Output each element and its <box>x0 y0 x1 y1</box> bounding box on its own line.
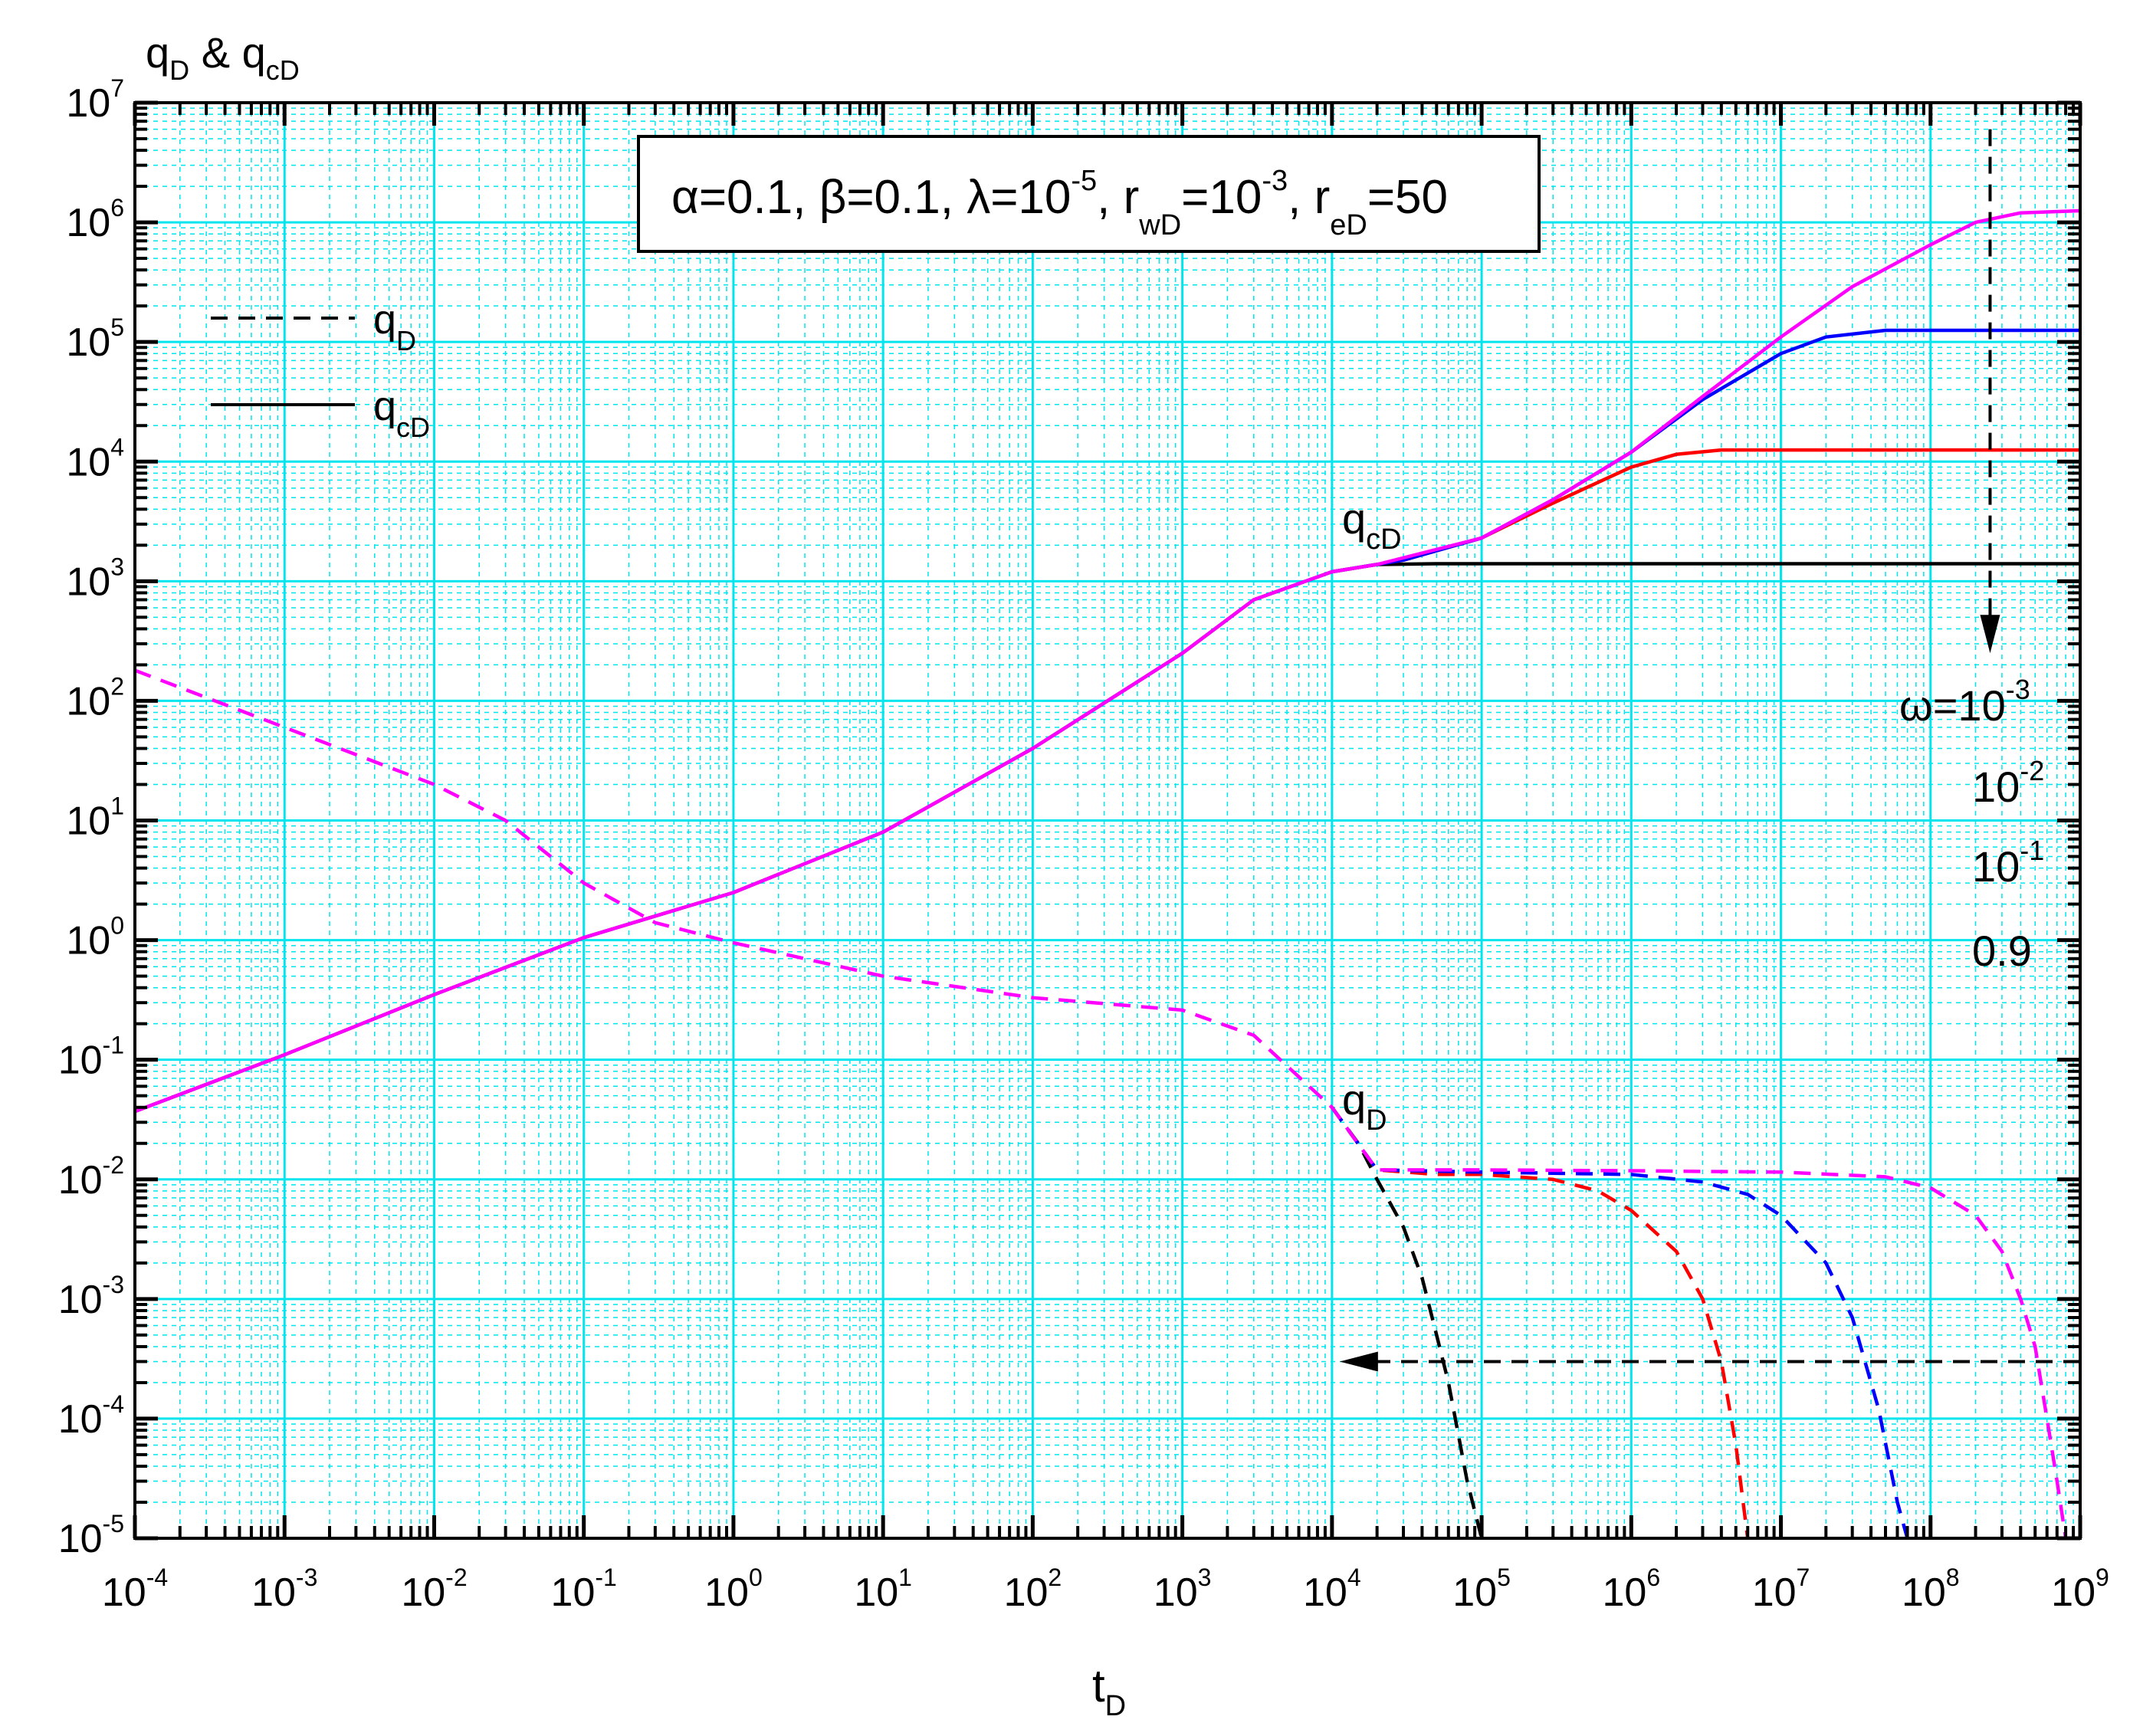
parameter-segment-sup: -3 <box>1262 165 1288 197</box>
omega-label-base: 0.9 <box>1972 927 2032 975</box>
y-tick-label-base: 10 <box>58 1397 103 1442</box>
y-tick-label-exponent: -4 <box>103 1390 124 1418</box>
x-tick-label-exponent: 8 <box>1946 1564 1960 1591</box>
omega-label-exponent: -2 <box>2020 755 2044 786</box>
x-tick-label-base: 10 <box>1602 1570 1646 1615</box>
y-tick-label-exponent: -1 <box>103 1032 124 1059</box>
omega-label-exponent: -1 <box>2020 835 2044 866</box>
legend-label-sub: cD <box>396 412 430 443</box>
x-tick-label-base: 10 <box>1752 1570 1797 1615</box>
y-tick-label-base: 10 <box>66 679 110 724</box>
y-tick-label-exponent: 2 <box>110 672 124 700</box>
y-tick-label-base: 10 <box>66 560 110 604</box>
x-tick-label-exponent: 7 <box>1797 1564 1810 1591</box>
x-tick-label-base: 10 <box>2051 1570 2096 1615</box>
x-tick-label-base: 10 <box>1452 1570 1497 1615</box>
x-tick-label-base: 10 <box>1154 1570 1198 1615</box>
x-tick-label-exponent: 4 <box>1347 1564 1361 1591</box>
x-tick-label-base: 10 <box>854 1570 898 1615</box>
y-tick-label-exponent: -2 <box>103 1151 124 1179</box>
qcd-label-base: q <box>1342 494 1366 543</box>
x-tick-label-exponent: 5 <box>1497 1564 1511 1591</box>
y-tick-label-exponent: 1 <box>110 793 124 820</box>
y-tick-label-exponent: 3 <box>110 553 124 580</box>
x-tick-label-exponent: 9 <box>2096 1564 2109 1591</box>
qcd-label-sub: cD <box>1366 523 1401 556</box>
omega-label-base: ω=10 <box>1899 681 2006 730</box>
x-axis-title-base: t <box>1092 1660 1105 1711</box>
x-tick-label-base: 10 <box>1902 1570 1946 1615</box>
y-tick-label-exponent: -3 <box>103 1271 124 1298</box>
y-axis-title-sub2: cD <box>266 54 300 86</box>
y-tick-label-exponent: 5 <box>110 313 124 341</box>
y-tick-label-base: 10 <box>66 440 110 484</box>
y-tick-label-base: 10 <box>58 1517 103 1561</box>
y-axis-title-mid: & q <box>189 28 266 77</box>
parameter-segment-normal: =10 <box>1181 171 1262 224</box>
parameter-segment-sub: wD <box>1138 209 1181 241</box>
parameter-segment-sup: -5 <box>1071 165 1097 197</box>
y-tick-label-base: 10 <box>66 201 110 245</box>
y-tick-label-exponent: -5 <box>103 1510 124 1537</box>
y-tick-label-base: 10 <box>66 919 110 963</box>
y-tick-label-exponent: 0 <box>110 912 124 940</box>
y-tick-label-exponent: 4 <box>110 433 124 461</box>
x-tick-label-base: 10 <box>551 1570 596 1615</box>
y-tick-label-exponent: 7 <box>110 74 124 102</box>
x-tick-label-exponent: -1 <box>595 1564 616 1591</box>
omega-label-exponent: -3 <box>2006 674 2030 705</box>
legend-label-sub: D <box>396 325 416 356</box>
x-tick-label-exponent: 1 <box>898 1564 912 1591</box>
parameter-segment-sub: eD <box>1330 209 1367 241</box>
omega-label-base: 10 <box>1972 842 2020 891</box>
x-tick-label-exponent: -4 <box>146 1564 168 1591</box>
legend-label-base: q <box>373 297 396 343</box>
x-tick-label-base: 10 <box>1303 1570 1347 1615</box>
qd-label-base: q <box>1342 1075 1366 1124</box>
parameter-segment-normal: α=0.1, β=0.1, λ=10 <box>671 171 1071 224</box>
omega-label: 0.9 <box>1972 927 2032 975</box>
legend-label-base: q <box>373 383 396 429</box>
parameter-segment-normal: , r <box>1288 171 1330 224</box>
parameter-segment-normal: =50 <box>1367 171 1448 224</box>
omega-label-base: 10 <box>1972 763 2020 811</box>
x-tick-label-base: 10 <box>704 1570 749 1615</box>
qd-label-sub: D <box>1366 1104 1387 1137</box>
x-tick-label-base: 10 <box>102 1570 146 1615</box>
x-axis-title-sub: D <box>1105 1690 1126 1722</box>
x-tick-label-base: 10 <box>251 1570 296 1615</box>
y-tick-label-base: 10 <box>66 81 110 126</box>
x-tick-label-exponent: 6 <box>1646 1564 1660 1591</box>
x-tick-label-exponent: 0 <box>749 1564 763 1591</box>
y-tick-label-base: 10 <box>66 320 110 365</box>
y-axis-title-sub1: D <box>169 54 189 86</box>
x-tick-label-base: 10 <box>1004 1570 1049 1615</box>
y-tick-label-base: 10 <box>58 1039 103 1083</box>
y-tick-label-base: 10 <box>58 1158 103 1203</box>
y-tick-label-base: 10 <box>66 799 110 844</box>
x-tick-label-exponent: -2 <box>445 1564 467 1591</box>
x-tick-label-base: 10 <box>401 1570 445 1615</box>
parameter-segment-normal: , r <box>1097 171 1139 224</box>
x-tick-label-exponent: -3 <box>296 1564 317 1591</box>
y-tick-label-base: 10 <box>58 1278 103 1322</box>
y-axis-title-base: q <box>146 28 169 77</box>
y-tick-label-exponent: 6 <box>110 194 124 222</box>
x-tick-label-exponent: 2 <box>1048 1564 1062 1591</box>
x-tick-label-exponent: 3 <box>1198 1564 1212 1591</box>
